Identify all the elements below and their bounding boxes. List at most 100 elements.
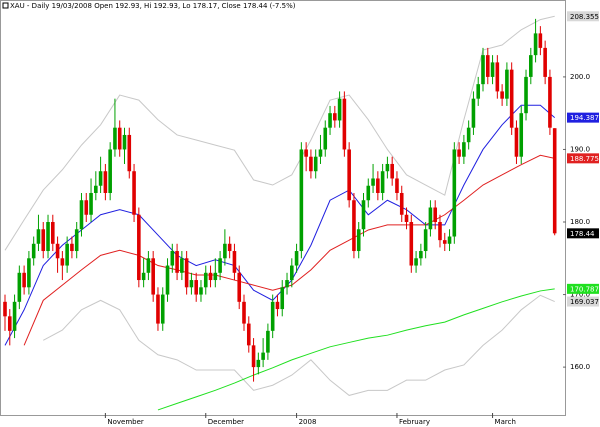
candle-body [51, 222, 55, 244]
candle-body [500, 91, 504, 99]
candle-body [438, 222, 442, 241]
value-label: 188.775 [570, 155, 599, 163]
candle-body [117, 127, 122, 150]
value-label: 170.787 [570, 285, 599, 293]
candle-body [170, 251, 175, 266]
candle-body [137, 214, 141, 281]
y-tick-label: 200.0 [570, 73, 590, 81]
candle-body [428, 207, 433, 230]
candle-body [22, 272, 26, 288]
candle-body [376, 178, 380, 193]
candle-body [423, 229, 428, 252]
candle-body [328, 113, 332, 128]
candle-body [41, 229, 46, 252]
candle-body [237, 272, 242, 302]
candle-body [323, 127, 328, 150]
candle-body [485, 55, 490, 77]
candle-body [290, 265, 294, 281]
candle-body [442, 240, 447, 244]
candle-body [223, 243, 227, 259]
value-label-box [567, 228, 599, 239]
candle-body [55, 243, 60, 259]
candle-body [495, 62, 500, 92]
candle-body [199, 287, 203, 295]
candle-body [533, 33, 538, 56]
candle-body [347, 149, 351, 201]
candle-body [84, 200, 89, 215]
chart-title: XAU - Daily 19/03/2008 Open 192.93, Hi 1… [10, 2, 296, 10]
candle-body [481, 55, 485, 85]
candle-body [524, 76, 528, 114]
candle-body [122, 134, 127, 150]
candle-body [490, 62, 495, 77]
candle-body [108, 149, 112, 193]
indicator-line [157, 288, 555, 411]
candle-body [309, 156, 313, 172]
candle-body [529, 55, 533, 77]
candle-body [127, 134, 132, 172]
candle-body [17, 272, 22, 302]
candle-body [476, 84, 481, 99]
candle-body [79, 200, 84, 230]
candle-body [266, 330, 270, 353]
y-tick-label: 190.0 [570, 145, 590, 153]
candle-body [399, 192, 404, 215]
plot [3, 15, 557, 411]
candle-body [299, 149, 304, 252]
value-label-box [567, 283, 599, 294]
candle-body [352, 200, 356, 252]
value-label-box [567, 153, 599, 164]
x-tick-label: December [208, 418, 244, 426]
candle-body [27, 258, 31, 288]
value-label: 169.037 [570, 298, 599, 306]
candle-body [313, 156, 318, 172]
candle-body [548, 76, 552, 128]
candle-body [3, 301, 7, 317]
candle-body [227, 243, 232, 252]
candle-body [361, 200, 366, 230]
x-tick-label: November [107, 418, 144, 426]
candle-body [409, 222, 414, 266]
candle-body [261, 352, 265, 360]
candle-body [419, 251, 423, 259]
x-tick-label: February [399, 418, 430, 426]
candle-body [433, 207, 437, 223]
candle-body [89, 192, 93, 215]
candle-body [509, 69, 514, 128]
candle-body [514, 127, 519, 157]
candle-body [194, 280, 198, 295]
candle-body [538, 33, 543, 48]
candle-body [390, 163, 394, 179]
candle-body [285, 280, 289, 288]
candle-body [12, 301, 17, 331]
candle-body [256, 359, 261, 368]
candle-body [65, 243, 69, 266]
candle-body [304, 149, 308, 157]
candle-body [356, 229, 361, 252]
x-tick-label: 2008 [299, 418, 317, 426]
candle-body [246, 323, 251, 346]
candle-body [342, 98, 347, 150]
candle-body [380, 171, 385, 193]
candle-body [242, 301, 246, 324]
candle-body [213, 272, 218, 281]
candle-body [208, 272, 213, 281]
candle-body [447, 236, 452, 244]
candle-body [337, 98, 342, 121]
x-tick-label: March [495, 418, 516, 426]
candle-body [74, 229, 79, 252]
candle-body [132, 171, 136, 215]
candle-body [184, 258, 189, 288]
candle-body [251, 345, 256, 368]
candle-body [505, 69, 509, 99]
value-label-box [567, 112, 599, 123]
candle-body [103, 171, 108, 193]
y-tick-label: 180.0 [570, 218, 590, 226]
candle-body [203, 272, 208, 288]
candle-body [395, 178, 399, 193]
candle-body [280, 287, 285, 310]
candle-body [404, 214, 409, 223]
candle-body [7, 316, 12, 331]
value-label-box [567, 296, 599, 307]
